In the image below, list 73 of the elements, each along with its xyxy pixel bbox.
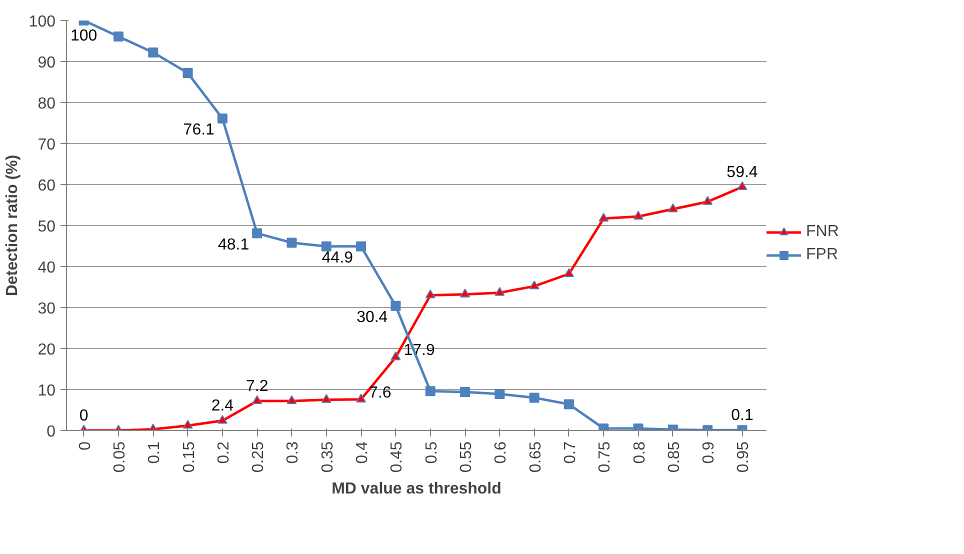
point (321, 241, 332, 252)
y-tick-label: 60 (38, 178, 56, 194)
point (702, 196, 713, 205)
data-label: 76.1 (183, 121, 215, 138)
point (217, 113, 228, 124)
y-tick-label: 10 (38, 382, 56, 400)
point (529, 280, 540, 290)
data-label: 30.4 (356, 308, 388, 326)
x-tick-label: 0.85 (666, 441, 683, 473)
y-tick-label: 90 (38, 54, 56, 72)
data-label: 7.6 (369, 384, 392, 402)
x-tick-label: 0.05 (111, 441, 128, 473)
point (182, 68, 193, 78)
x-tick-label: 0.3 (284, 441, 302, 464)
point (460, 386, 470, 397)
y-axis-title: Detection ratio (%) (4, 154, 21, 296)
y-tick-label: 20 (38, 342, 56, 358)
y-tick-label: 70 (38, 136, 56, 154)
point (564, 268, 574, 277)
point (494, 287, 505, 296)
point (598, 212, 609, 222)
data-label: 0 (79, 408, 88, 424)
point (217, 414, 228, 424)
x-tick-label: 0.5 (423, 441, 440, 464)
legend-label: FPR (806, 246, 838, 264)
point (252, 395, 262, 404)
y-tick-label: 50 (38, 218, 56, 236)
point (356, 394, 366, 402)
point (182, 420, 193, 429)
data-label: 59.4 (726, 164, 758, 181)
y-tick-label: 30 (38, 300, 56, 318)
x-axis-title: MD value as threshold (332, 480, 502, 498)
x-tick-label: 0.2 (215, 441, 232, 464)
data-label: 0.1 (731, 407, 754, 424)
y-tick-label: 40 (38, 260, 56, 276)
point (390, 300, 401, 311)
point (390, 351, 401, 360)
point (356, 241, 366, 252)
x-tick-label: 0.1 (146, 441, 164, 464)
point (737, 181, 748, 190)
point (633, 210, 644, 220)
legend-label: FNR (806, 223, 839, 241)
x-tick-label: 0.35 (319, 441, 336, 473)
y-tick-label: 80 (38, 96, 56, 112)
data-label: 2.4 (211, 398, 234, 415)
point (321, 394, 332, 403)
point (252, 228, 262, 238)
x-tick-label: 0.95 (735, 441, 752, 473)
point (460, 288, 470, 298)
point (286, 395, 297, 404)
data-label: 7.2 (246, 378, 268, 395)
y-tick-label: 100 (28, 14, 56, 30)
x-tick-label: 0.65 (527, 441, 544, 473)
x-tick-label: 0.55 (458, 441, 476, 473)
point (286, 238, 297, 248)
point (113, 31, 124, 42)
point (148, 47, 158, 58)
point (425, 290, 436, 298)
data-label: 48.1 (218, 236, 250, 254)
x-tick-label: 0.15 (180, 441, 198, 473)
x-tick-label: 0.7 (562, 441, 579, 464)
data-label: 100 (70, 28, 98, 44)
x-tick-label: 0.45 (388, 441, 406, 473)
x-tick-label: 0.25 (250, 441, 268, 473)
point (668, 203, 678, 212)
data-label: 44.9 (322, 249, 354, 266)
x-tick-label: 0.75 (596, 441, 614, 473)
x-tick-label: 0.9 (700, 441, 718, 464)
x-tick-label: 0.6 (492, 441, 510, 464)
x-tick-label: 0.4 (354, 441, 372, 464)
x-tick-label: 0 (76, 441, 94, 450)
y-tick-label: 0 (46, 424, 56, 440)
x-tick-label: 0.8 (631, 441, 648, 464)
